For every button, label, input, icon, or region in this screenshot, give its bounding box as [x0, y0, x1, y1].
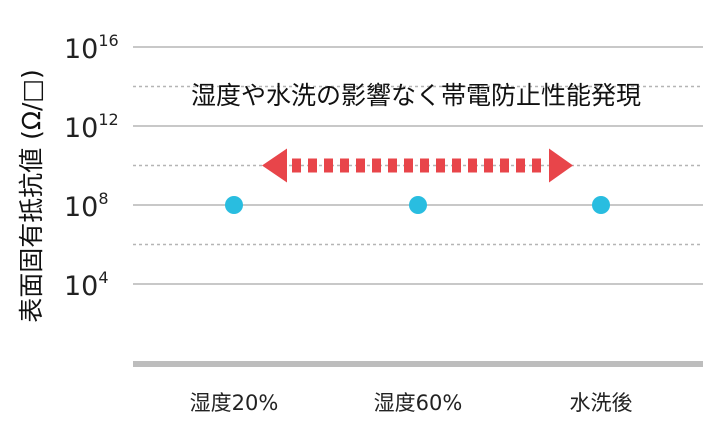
arrow-dash — [324, 158, 333, 173]
data-points — [225, 196, 610, 214]
x-category-label: 湿度20% — [190, 391, 279, 415]
x-category-label: 湿度60% — [374, 391, 463, 415]
y-tick-label: 1016 — [64, 31, 119, 65]
arrow-dash — [372, 158, 381, 173]
arrow-dash — [452, 158, 461, 173]
range-arrow — [262, 148, 573, 183]
arrow-dash — [404, 158, 413, 173]
y-tick-label: 104 — [64, 268, 109, 302]
arrow-dash — [388, 158, 397, 173]
arrow-dash — [340, 158, 349, 173]
y-axis-label: 表面固有抵抗値 (Ω/□) — [17, 69, 46, 323]
arrow-dash — [436, 158, 445, 173]
data-point — [592, 196, 610, 214]
data-point — [409, 196, 427, 214]
arrow-dash — [500, 158, 509, 173]
arrow-dash — [308, 158, 317, 173]
data-point — [225, 196, 243, 214]
y-tick-label: 108 — [64, 189, 109, 223]
arrow-dash — [292, 158, 301, 173]
chart-annotation: 湿度や水洗の影響なく帯電防止性能発現 — [191, 81, 641, 110]
x-axis-baseline — [133, 361, 703, 367]
arrow-dash — [420, 158, 429, 173]
arrow-head-right — [549, 148, 573, 183]
arrow-dash — [468, 158, 477, 173]
y-tick-labels: 1016 1012 108 104 — [64, 31, 119, 302]
arrow-dash — [356, 158, 365, 173]
arrow-dash — [516, 158, 525, 173]
arrow-head-left — [262, 148, 287, 183]
arrow-dash — [484, 158, 493, 173]
y-tick-label: 1012 — [64, 110, 119, 144]
x-category-labels: 湿度20% 湿度60% 水洗後 — [190, 391, 633, 415]
x-category-label: 水洗後 — [570, 391, 633, 415]
arrow-dash — [532, 158, 541, 173]
